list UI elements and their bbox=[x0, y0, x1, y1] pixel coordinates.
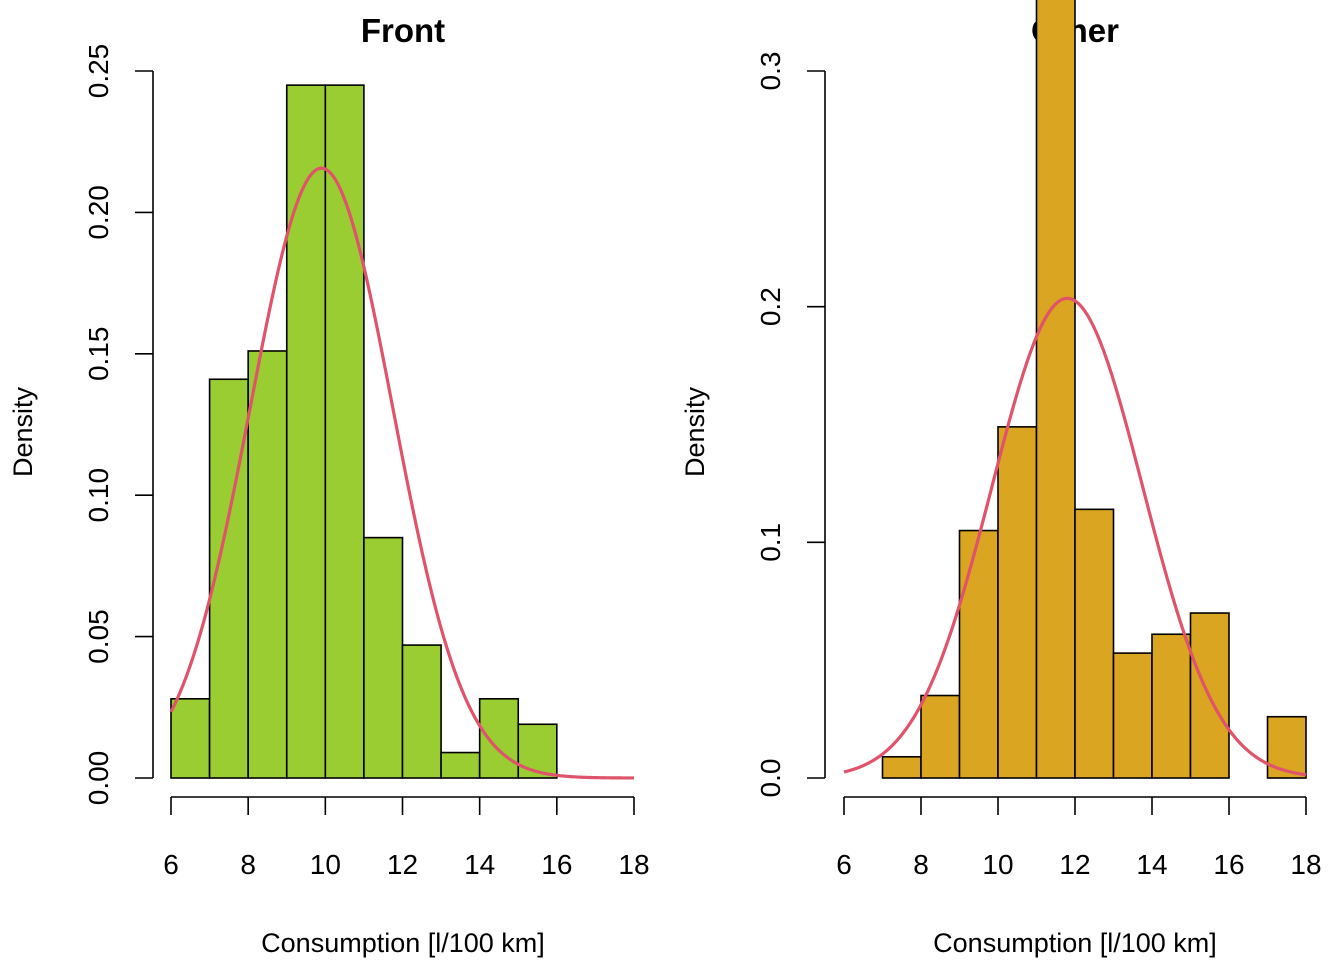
histogram-bar bbox=[478, 698, 520, 779]
x-tick-label: 14 bbox=[1136, 849, 1167, 880]
panel-other: Other Consumption [l/100 km] Density 681… bbox=[680, 0, 1322, 958]
x-tick-label: 12 bbox=[387, 849, 418, 880]
y-axis-label: Density bbox=[680, 386, 710, 477]
y-tick-label: 0.0 bbox=[755, 759, 786, 798]
histogram-bar bbox=[363, 536, 404, 779]
y-tick-label: 0.2 bbox=[755, 287, 786, 326]
histogram-bar bbox=[1112, 652, 1153, 779]
histogram-bar bbox=[1074, 508, 1115, 779]
x-tick-label: 8 bbox=[240, 849, 256, 880]
y-tick-label: 0.05 bbox=[83, 609, 114, 664]
y-tick-label: 0.3 bbox=[755, 52, 786, 91]
density-curve bbox=[169, 166, 635, 780]
x-axis-label: Consumption [l/100 km] bbox=[933, 928, 1217, 958]
x-tick-label: 16 bbox=[541, 849, 572, 880]
y-tick-label: 0.00 bbox=[83, 751, 114, 806]
bars bbox=[881, 0, 1307, 779]
x-tick-label: 10 bbox=[310, 849, 341, 880]
y-tick-label: 0.20 bbox=[83, 185, 114, 240]
y-tick-label: 0.10 bbox=[83, 468, 114, 523]
density-curve bbox=[843, 296, 1307, 777]
x-tick-label: 12 bbox=[1059, 849, 1090, 880]
x-tick-label: 6 bbox=[836, 849, 852, 880]
histogram-bar bbox=[920, 694, 961, 779]
x-tick-label: 16 bbox=[1213, 849, 1244, 880]
x-tick-label: 18 bbox=[1290, 849, 1321, 880]
x-tick-label: 14 bbox=[464, 849, 495, 880]
chart-title: Front bbox=[361, 12, 445, 49]
x-tick-label: 18 bbox=[618, 849, 649, 880]
histogram-bar bbox=[247, 350, 288, 779]
panel-front: Front Consumption [l/100 km] Density 6 8 1… bbox=[8, 12, 650, 958]
x-tick-label: 8 bbox=[913, 849, 929, 880]
x-axis: 6 8 10 12 14 16 18 bbox=[836, 796, 1322, 880]
histogram-bar bbox=[1266, 715, 1307, 779]
y-axis: 0.00 0.05 0.10 0.15 0.20 0.25 bbox=[83, 44, 154, 806]
y-axis-label: Density bbox=[8, 386, 38, 477]
histogram-bar bbox=[440, 751, 481, 779]
histogram-bar bbox=[170, 698, 211, 779]
y-tick-label: 0.1 bbox=[755, 523, 786, 562]
histogram-bar bbox=[997, 426, 1038, 779]
x-tick-label: 10 bbox=[982, 849, 1013, 880]
y-axis: 0.0 0.1 0.2 0.3 bbox=[755, 52, 826, 798]
histogram-bar bbox=[1035, 0, 1076, 779]
histogram-bar bbox=[958, 529, 999, 779]
histogram-bar bbox=[517, 723, 558, 779]
histogram-bar bbox=[324, 84, 365, 779]
x-axis-label: Consumption [l/100 km] bbox=[261, 928, 545, 958]
x-axis: 6 8 10 12 14 16 18 bbox=[163, 796, 650, 880]
y-tick-label: 0.25 bbox=[83, 44, 114, 99]
histogram-bar bbox=[881, 755, 922, 779]
bars bbox=[170, 84, 558, 779]
histogram-bar bbox=[401, 644, 442, 779]
x-tick-label: 6 bbox=[163, 849, 179, 880]
histogram-bar bbox=[1151, 633, 1192, 779]
histogram-bar bbox=[285, 84, 327, 779]
y-tick-label: 0.15 bbox=[83, 327, 114, 382]
